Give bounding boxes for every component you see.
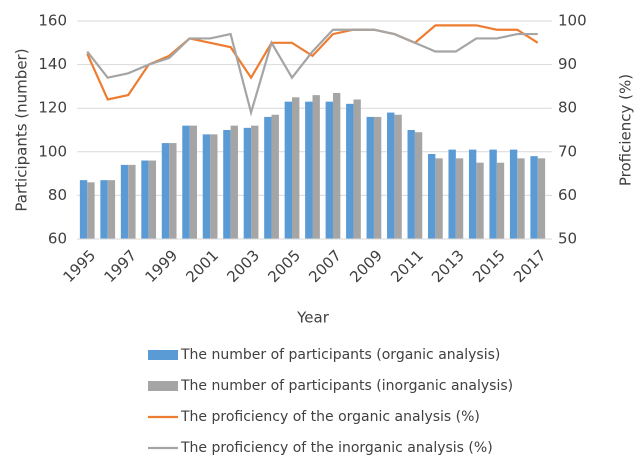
bar xyxy=(271,114,279,239)
bar xyxy=(107,180,116,239)
bar xyxy=(435,158,443,239)
y-tick-label: 140 xyxy=(38,55,67,73)
bar xyxy=(448,149,456,239)
y2-axis-title: Proficiency (%) xyxy=(617,74,635,186)
x-tick-label: 2017 xyxy=(510,246,550,286)
x-tick-label: 2007 xyxy=(305,246,345,286)
bar xyxy=(305,101,313,239)
line xyxy=(86,24,539,101)
bar xyxy=(325,101,333,239)
bar xyxy=(414,132,423,239)
x-tick-label: 2015 xyxy=(469,246,509,286)
x-tick-label: 1995 xyxy=(60,246,100,286)
x-tick-label: 2013 xyxy=(428,246,468,286)
bar xyxy=(496,162,505,239)
y-tick-label: 160 xyxy=(38,12,67,30)
bar xyxy=(264,116,272,239)
bar xyxy=(489,149,497,239)
bar xyxy=(79,180,88,239)
x-tick-label: 1997 xyxy=(100,246,140,286)
legend-label: The proficiency of the organic analysis … xyxy=(180,409,480,425)
bar xyxy=(427,153,436,239)
x-tick-label: 2005 xyxy=(264,246,304,286)
bar xyxy=(476,162,484,239)
x-axis-title: Year xyxy=(296,309,330,327)
bar xyxy=(120,164,129,239)
bar xyxy=(128,164,136,239)
y-tick-label: 120 xyxy=(38,99,67,117)
bar xyxy=(223,130,231,239)
y2-tick-label: 90 xyxy=(558,55,577,73)
bar xyxy=(530,156,538,239)
bar xyxy=(243,127,252,239)
bar xyxy=(394,114,402,239)
x-tick-label: 2003 xyxy=(223,246,263,286)
y-tick-label: 60 xyxy=(48,230,67,248)
y2-tick-label: 80 xyxy=(558,99,577,117)
line xyxy=(86,28,538,117)
bar xyxy=(148,160,157,239)
bar xyxy=(346,103,354,239)
y2-tick-label: 60 xyxy=(558,186,577,204)
y-tick-label: 80 xyxy=(48,186,67,204)
y2-tick-label: 70 xyxy=(558,142,577,160)
legend-swatch xyxy=(148,381,178,391)
bar xyxy=(169,143,177,239)
bar xyxy=(517,158,525,239)
bar xyxy=(373,116,382,239)
bar xyxy=(387,112,395,239)
bar xyxy=(537,158,546,239)
bar xyxy=(455,158,464,239)
bar xyxy=(230,125,238,239)
bar xyxy=(509,149,518,239)
bar xyxy=(189,125,198,239)
legend-label: The proficiency of the inorganic analysi… xyxy=(180,440,493,456)
bar xyxy=(353,99,361,239)
bar xyxy=(292,97,300,239)
bar xyxy=(332,92,341,239)
y2-tick-label: 50 xyxy=(558,230,577,248)
legend: The number of participants (organic anal… xyxy=(148,347,513,456)
bar xyxy=(312,95,320,240)
bar xyxy=(366,116,374,239)
y-axis-title: Participants (number) xyxy=(13,48,31,211)
legend-label: The number of participants (organic anal… xyxy=(180,347,500,363)
legend-label: The number of participants (inorganic an… xyxy=(180,378,513,394)
x-tick-label: 2011 xyxy=(387,246,427,286)
bar xyxy=(202,134,211,239)
legend-swatch xyxy=(148,350,178,360)
bar xyxy=(182,125,190,239)
bar xyxy=(100,180,108,239)
x-tick-label: 2001 xyxy=(182,246,222,286)
y-tick-label: 100 xyxy=(38,142,67,160)
bar xyxy=(87,182,95,239)
x-tick-label: 1999 xyxy=(141,246,181,286)
bar xyxy=(141,160,149,239)
bar xyxy=(161,143,170,239)
bar xyxy=(210,134,218,239)
bar xyxy=(251,125,259,239)
bar xyxy=(284,101,293,239)
y2-tick-label: 100 xyxy=(558,12,587,30)
bar xyxy=(407,130,415,239)
bar xyxy=(468,149,477,239)
x-tick-label: 2009 xyxy=(346,246,386,286)
